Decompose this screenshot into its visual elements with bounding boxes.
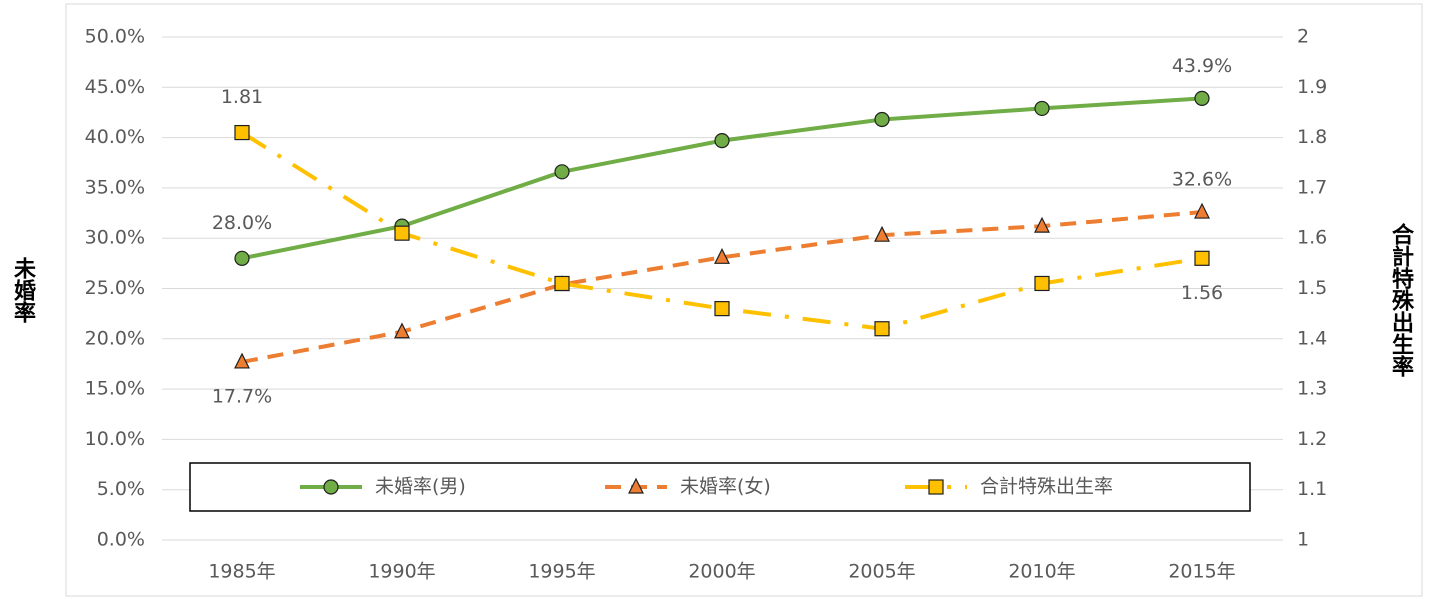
x-tick-label: 2010年 <box>1008 561 1075 583</box>
legend-box <box>189 462 1251 512</box>
x-tick-label: 1990年 <box>368 561 435 583</box>
data-label: 32.6% <box>1172 169 1232 191</box>
legend-marker <box>628 477 644 494</box>
marker <box>394 225 410 241</box>
marker <box>234 250 250 266</box>
legend-marker <box>928 479 944 495</box>
y-tick-label: 5.0% <box>97 478 145 500</box>
y-axis-title: 未婚率 <box>10 257 36 323</box>
y2-tick-label: 1.1 <box>1297 478 1327 500</box>
x-tick-label: 1995年 <box>528 561 595 583</box>
y2-tick-label: 1.5 <box>1297 277 1327 299</box>
y-tick-label: 30.0% <box>85 227 145 249</box>
x-tick-label: 2015年 <box>1168 561 1235 583</box>
marker <box>1034 100 1050 117</box>
x-tick-label: 1985年 <box>208 561 275 583</box>
legend-marker <box>323 479 339 495</box>
marker <box>1034 275 1050 292</box>
data-label: 1.56 <box>1181 282 1223 304</box>
marker <box>394 322 410 339</box>
y2-tick-label: 1.9 <box>1297 76 1327 98</box>
marker <box>1194 202 1210 219</box>
y2-tick-label: 1 <box>1297 529 1309 551</box>
marker <box>1034 216 1050 233</box>
marker <box>874 225 890 242</box>
y2-tick-label: 1.2 <box>1297 428 1327 450</box>
marker <box>874 111 890 128</box>
marker <box>1194 90 1210 106</box>
legend-label: 合計特殊出生率 <box>980 476 1113 498</box>
y2-tick-label: 2 <box>1297 26 1309 48</box>
marker <box>554 164 570 180</box>
y-tick-label: 45.0% <box>85 76 145 98</box>
y2-axis-title: 合計特殊出生率 <box>1388 222 1414 377</box>
marker <box>234 352 250 369</box>
y2-tick-label: 1.4 <box>1297 327 1327 349</box>
y-tick-label: 40.0% <box>85 126 145 148</box>
data-label: 1.81 <box>221 86 263 108</box>
y-tick-label: 10.0% <box>85 428 145 450</box>
marker <box>714 133 730 149</box>
y2-tick-label: 1.6 <box>1297 227 1327 249</box>
marker <box>1194 250 1210 266</box>
data-label: 43.9% <box>1172 55 1232 77</box>
data-label: 28.0% <box>212 212 272 234</box>
marker <box>554 275 570 292</box>
marker <box>874 321 890 337</box>
y-tick-label: 35.0% <box>85 176 145 198</box>
y-tick-label: 50.0% <box>85 26 145 48</box>
legend-label: 未婚率(男) <box>375 476 466 498</box>
y-tick-label: 15.0% <box>85 378 145 400</box>
x-tick-label: 2005年 <box>848 561 915 583</box>
data-label: 17.7% <box>212 385 272 407</box>
y2-tick-label: 1.8 <box>1297 126 1327 148</box>
y2-tick-label: 1.3 <box>1297 378 1327 400</box>
legend-label: 未婚率(女) <box>680 476 771 498</box>
x-tick-label: 2000年 <box>688 561 755 583</box>
y-tick-label: 25.0% <box>85 277 145 299</box>
y-tick-label: 20.0% <box>85 327 145 349</box>
y-tick-label: 0.0% <box>97 529 145 551</box>
y2-tick-label: 1.7 <box>1297 176 1327 198</box>
marker <box>234 124 250 141</box>
marker <box>714 247 730 264</box>
marker <box>714 301 730 317</box>
